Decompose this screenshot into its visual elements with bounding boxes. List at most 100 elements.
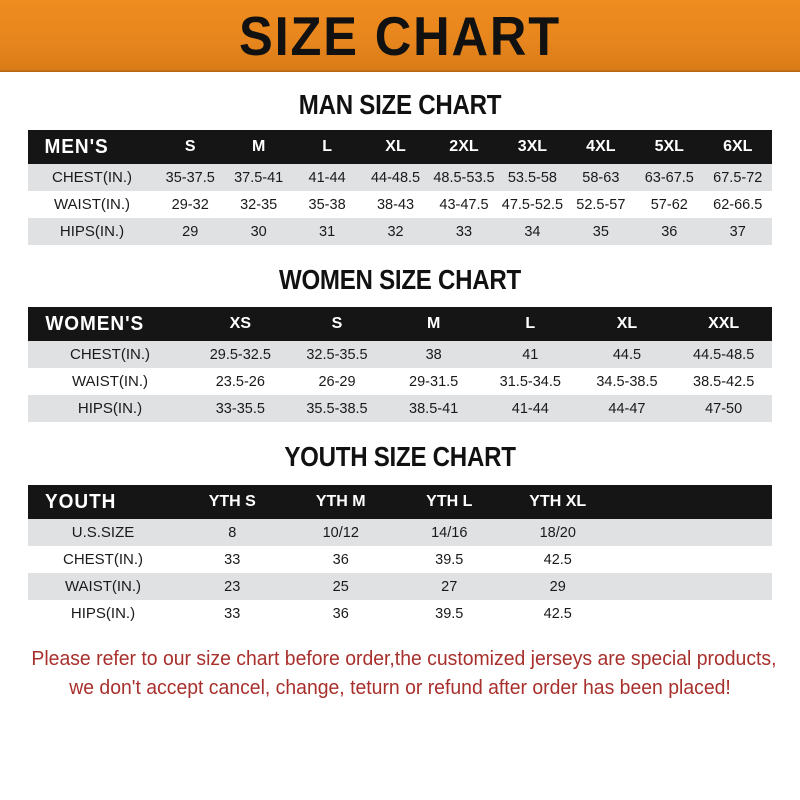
measurement-cell: 47-50	[705, 400, 743, 417]
table-row: CHEST(IN.) 35-37.5 37.5-41 41-44 44-48.5 48.5…	[28, 164, 772, 191]
man-size-header-l: L	[322, 138, 332, 155]
page-banner: SIZE CHART	[0, 0, 800, 72]
youth-size-header-yth-s: YTH S	[208, 493, 256, 510]
measurement-cell: 43-47.5	[439, 196, 489, 213]
measurement-cell: 38.5-41	[409, 400, 459, 417]
order-policy-line-2: we don't accept cancel, change, teturn o…	[69, 677, 731, 699]
youth-size-header-yth-m: YTH M	[315, 493, 366, 510]
measurement-cell: 32-35	[240, 196, 278, 213]
measurement-cell: 38-43	[376, 196, 415, 213]
table-row: CHEST(IN.) 29.5-32.5 32.5-35.5 38 41 44.5 44.5…	[28, 341, 772, 368]
youth-row-label: HIPS(IN.)	[70, 605, 136, 622]
measurement-cell: 27	[441, 578, 458, 595]
measurement-cell: 34	[524, 223, 541, 240]
measurement-cell: 39.5	[435, 551, 464, 568]
measurement-cell: 53.5-58	[507, 169, 557, 186]
table-row: HIPS(IN.) 33 36 39.5 42.5	[28, 600, 772, 627]
measurement-cell: 44-47	[608, 400, 646, 417]
women-size-header-m: M	[426, 315, 441, 332]
measurement-cell: 23.5-26	[215, 373, 265, 390]
measurement-cell: 38.5-42.5	[693, 373, 755, 390]
man-size-header-3xl: 3XL	[517, 138, 548, 155]
youth-size-table: YOUTH YTH S YTH M YTH L YTH XL U.S.SIZE 8 10/1…	[28, 485, 772, 627]
youth-table-header-row: YOUTH YTH S YTH M YTH L YTH XL	[28, 485, 772, 519]
measurement-cell: 47.5-52.5	[501, 196, 564, 213]
measurement-cell: 33-35.5	[215, 400, 265, 417]
man-size-header-6xl: 6XL	[723, 138, 753, 155]
measurement-cell: 62-66.5	[713, 196, 763, 213]
measurement-cell: 26-29	[318, 373, 356, 390]
table-row: WAIST(IN.) 23 25 27 29	[28, 573, 772, 600]
youth-table-head: YOUTH YTH S YTH M YTH L YTH XL	[28, 485, 772, 519]
man-row-label: HIPS(IN.)	[59, 223, 125, 240]
man-size-header-4xl: 4XL	[586, 138, 616, 155]
youth-row-label: CHEST(IN.)	[63, 551, 143, 568]
women-size-header-xl: XL	[616, 315, 638, 332]
women-size-header-xs: XS	[229, 315, 251, 332]
measurement-cell: 29	[549, 578, 566, 595]
measurement-cell: 48.5-53.5	[433, 169, 495, 186]
measurement-cell: 36	[332, 605, 349, 622]
man-size-header-s: S	[184, 138, 196, 155]
measurement-cell: 42.5	[543, 551, 572, 568]
measurement-cell: 57-62	[650, 196, 688, 213]
measurement-cell: 36	[661, 223, 678, 240]
measurement-cell: 32	[387, 223, 404, 240]
page-title: SIZE CHART	[239, 4, 561, 67]
table-row: WAIST(IN.) 29-32 32-35 35-38 38-43 43-47.5 47.…	[28, 191, 772, 218]
order-policy-note: Please refer to our size chart before or…	[31, 627, 777, 703]
measurement-cell: 34.5-38.5	[596, 373, 658, 390]
youth-cell-spacer	[612, 519, 772, 546]
man-size-header-xl: XL	[385, 138, 406, 155]
women-row-label: WAIST(IN.)	[71, 373, 149, 390]
man-table-body: CHEST(IN.) 35-37.5 37.5-41 41-44 44-48.5 48.5…	[28, 164, 772, 245]
measurement-cell: 8	[228, 524, 237, 541]
measurement-cell: 23	[224, 578, 241, 595]
man-table-corner-label: MEN'S	[44, 135, 109, 158]
youth-size-table-wrapper: YOUTH YTH S YTH M YTH L YTH XL U.S.SIZE 8 10/1…	[28, 485, 772, 627]
measurement-cell: 41-44	[511, 400, 549, 417]
women-size-table-wrapper: WOMEN'S XS S M L XL XXL CHEST(IN.) 29.5-32.5 32.…	[28, 307, 772, 422]
women-size-header-xxl: XXL	[708, 315, 740, 332]
measurement-cell: 41-44	[308, 169, 346, 186]
man-section-heading: MAN SIZE CHART	[298, 89, 502, 120]
table-row: CHEST(IN.) 33 36 39.5 42.5	[28, 546, 772, 573]
measurement-cell: 39.5	[435, 605, 464, 622]
measurement-cell: 35.5-38.5	[306, 400, 368, 417]
youth-cell-spacer	[612, 600, 772, 627]
measurement-cell: 29.5-32.5	[209, 346, 271, 363]
measurement-cell: 33	[224, 605, 241, 622]
measurement-cell: 18/20	[539, 524, 576, 541]
women-table-body: CHEST(IN.) 29.5-32.5 32.5-35.5 38 41 44.5 44.5…	[28, 341, 772, 422]
measurement-cell: 33	[224, 551, 241, 568]
women-row-label: CHEST(IN.)	[70, 346, 150, 363]
man-table-head: MEN'S S M L XL 2XL 3XL 4XL 5XL 6XL	[28, 130, 772, 164]
youth-table-body: U.S.SIZE 8 10/12 14/16 18/20 CHEST(IN.) 33 36 39…	[28, 519, 772, 627]
women-row-label: HIPS(IN.)	[77, 400, 143, 417]
youth-row-label: U.S.SIZE	[71, 524, 135, 541]
measurement-cell: 30	[250, 223, 267, 240]
women-table-head: WOMEN'S XS S M L XL XXL	[28, 307, 772, 341]
measurement-cell: 35-38	[308, 196, 346, 213]
women-size-header-l: L	[525, 315, 536, 332]
table-row: HIPS(IN.) 33-35.5 35.5-38.5 38.5-41 41-44 44-…	[28, 395, 772, 422]
table-row: U.S.SIZE 8 10/12 14/16 18/20	[28, 519, 772, 546]
man-size-header-5xl: 5XL	[654, 138, 684, 155]
man-size-table-wrapper: MEN'S S M L XL 2XL 3XL 4XL 5XL 6XL CHEST(IN.) 35-3…	[28, 130, 772, 245]
measurement-cell: 35	[592, 223, 609, 240]
measurement-cell: 58-63	[582, 169, 620, 186]
women-size-table: WOMEN'S XS S M L XL XXL CHEST(IN.) 29.5-32.5 32.…	[28, 307, 772, 422]
measurement-cell: 35-37.5	[165, 169, 215, 186]
youth-header-spacer	[612, 485, 772, 519]
measurement-cell: 52.5-57	[576, 196, 626, 213]
women-table-corner-label: WOMEN'S	[45, 312, 145, 335]
order-policy-line-1: Please refer to our size chart before or…	[31, 648, 777, 670]
youth-cell-spacer	[612, 573, 772, 600]
measurement-cell: 31.5-34.5	[499, 373, 561, 390]
man-row-label: WAIST(IN.)	[53, 196, 131, 213]
youth-size-header-yth-xl: YTH XL	[529, 493, 587, 510]
measurement-cell: 67.5-72	[713, 169, 763, 186]
youth-size-header-yth-l: YTH L	[426, 493, 473, 510]
youth-table-corner-label: YOUTH	[45, 490, 117, 513]
